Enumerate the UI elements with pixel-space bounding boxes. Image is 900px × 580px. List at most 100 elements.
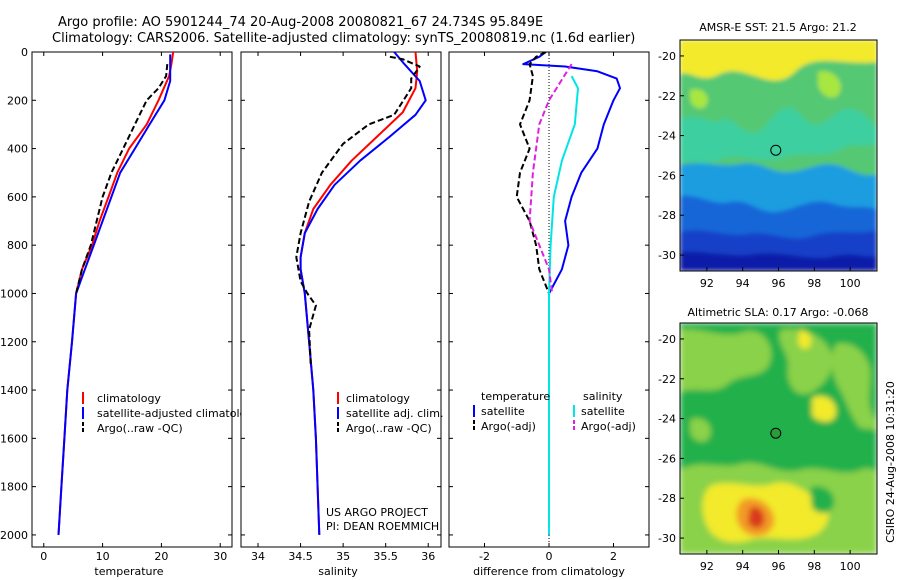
sla-map-field xyxy=(680,323,877,554)
x-tick-label: 34 xyxy=(251,550,265,563)
map-y-tick-label: -22 xyxy=(658,373,676,386)
temperature-legend: climatology satellite-adjusted climatolo… xyxy=(82,392,260,435)
temperature-panel: 0 200 400 600 800 1000 1200 1400 1600 1800 2000 0 1… xyxy=(0,46,260,578)
sst-map-field xyxy=(680,40,877,271)
salinity-series-lines xyxy=(295,52,427,535)
x-tick-label: 35.5 xyxy=(373,550,398,563)
sst-map-title: AMSR-E SST: 21.5 Argo: 21.2 xyxy=(699,21,857,34)
legend-heading-salinity: salinity xyxy=(583,390,623,403)
project-annotation-line1: US ARGO PROJECT xyxy=(326,506,428,519)
legend-label-temp-argo: Argo(-adj) xyxy=(481,420,536,433)
map-y-tick-label: -30 xyxy=(658,532,676,545)
legend-label-climatology: climatology xyxy=(346,392,410,405)
map-y-tick-label: -20 xyxy=(658,333,676,346)
series-line-temperature-satellite xyxy=(522,52,621,535)
sla-map-float-marker xyxy=(770,427,782,439)
map-x-tick-label: 100 xyxy=(840,277,861,290)
map-y-tick-label: -30 xyxy=(658,249,676,262)
salinity-legend: climatology satellite adj. clim. Argo(..… xyxy=(337,392,443,435)
temperature-plot-area xyxy=(31,51,233,548)
sla-map-y-ticks: -20 -22 -24 -26 -28 -30 xyxy=(658,333,684,545)
map-x-tick-label: 92 xyxy=(700,277,714,290)
map-y-tick-label: -24 xyxy=(658,130,676,143)
x-tick-label: 34.5 xyxy=(288,550,313,563)
map-y-tick-label: -20 xyxy=(658,50,676,63)
legend-label-argo: Argo(..raw -QC) xyxy=(97,422,183,435)
temperature-y-axis: 0 200 400 600 800 1000 1200 1400 1600 1800 2000 xyxy=(0,46,232,542)
map-y-tick-label: -28 xyxy=(658,209,676,222)
map-y-tick-label: -26 xyxy=(658,452,676,465)
x-tick-label: 30 xyxy=(213,550,227,563)
series-line-salinity-argo-adj xyxy=(528,63,573,294)
y-tick-label: 400 xyxy=(7,143,28,156)
y-tick-label: 0 xyxy=(21,46,28,59)
sla-map-title: Altimetric SLA: 0.17 Argo: -0.068 xyxy=(688,306,869,319)
x-tick-label: 10 xyxy=(96,550,110,563)
x-tick-label: 35 xyxy=(336,550,350,563)
legend-label-climatology: climatology xyxy=(97,392,161,405)
y-tick-label: 200 xyxy=(7,94,28,107)
legend-label-sal-argo: Argo(-adj) xyxy=(581,420,636,433)
legend-label-argo: Argo(..raw -QC) xyxy=(346,422,432,435)
x-tick-label: 2 xyxy=(610,550,617,563)
salinity-x-axis: 34 34.5 35 35.5 36 xyxy=(251,52,435,563)
legend-label-sal-satellite: satellite xyxy=(581,405,625,418)
series-line-salinity-satellite xyxy=(548,75,579,535)
x-tick-label: -2 xyxy=(479,550,490,563)
project-annotation-line2: PI: DEAN ROEMMICH xyxy=(326,520,439,533)
side-timestamp-label: CSIRO 24-Aug-2008 10:31:20 xyxy=(884,381,897,543)
sst-map-y-ticks: -20 -22 -24 -26 -28 -30 xyxy=(658,50,684,262)
salinity-xlabel: salinity xyxy=(318,565,358,578)
salinity-y-ticks xyxy=(241,51,441,536)
map-y-tick-label: -28 xyxy=(658,492,676,505)
y-tick-label: 1000 xyxy=(0,287,28,300)
y-tick-label: 1200 xyxy=(0,336,28,349)
sst-map-x-ticks: 92 94 96 98 100 xyxy=(700,267,861,290)
x-tick-label: 0 xyxy=(546,550,553,563)
figure-title-line1: Argo profile: AO 5901244_74 20-Aug-2008 … xyxy=(58,15,543,30)
difference-y-ticks xyxy=(449,51,649,536)
y-tick-label: 600 xyxy=(7,191,28,204)
series-line-temperature-argo-adj xyxy=(515,52,550,294)
map-x-tick-label: 94 xyxy=(736,277,750,290)
y-tick-label: 800 xyxy=(7,239,28,252)
map-x-tick-label: 94 xyxy=(736,560,750,573)
temperature-x-axis: 0 10 20 30 xyxy=(40,52,227,563)
legend-label-satellite: satellite-adjusted climatology xyxy=(97,407,260,420)
series-line-satellite-adj-clim xyxy=(299,52,427,535)
x-tick-label: 0 xyxy=(40,550,47,563)
map-x-tick-label: 100 xyxy=(840,560,861,573)
legend-label-satellite: satellite adj. clim. xyxy=(346,407,443,420)
sla-map-x-ticks: 92 94 96 98 100 xyxy=(700,550,861,573)
salinity-plot-area xyxy=(240,51,442,548)
x-tick-label: 36 xyxy=(421,550,435,563)
series-line-argo-raw-qc xyxy=(75,64,169,294)
y-tick-label: 1400 xyxy=(0,384,28,397)
map-x-tick-label: 98 xyxy=(807,560,821,573)
difference-panel: -2 0 2 difference from climatology tempera… xyxy=(448,51,650,578)
series-line-argo-raw-qc xyxy=(295,55,421,366)
difference-xlabel: difference from climatology xyxy=(473,565,625,578)
x-tick-label: 20 xyxy=(154,550,168,563)
map-x-tick-label: 96 xyxy=(772,277,786,290)
sla-map-panel: Altimetric SLA: 0.17 Argo: -0.068 -20 -22… xyxy=(658,306,878,573)
map-y-tick-label: -26 xyxy=(658,169,676,182)
y-tick-label: 1800 xyxy=(0,481,28,494)
temperature-series-lines xyxy=(57,52,175,535)
legend-label-temp-satellite: satellite xyxy=(481,405,525,418)
map-x-tick-label: 92 xyxy=(700,560,714,573)
sst-map-panel: AMSR-E SST: 21.5 Argo: 21.2 -20 -22 -24 -26… xyxy=(658,21,878,290)
difference-legend: temperature salinity satellite Argo(-adj… xyxy=(473,390,636,433)
map-y-tick-label: -24 xyxy=(658,413,676,426)
map-x-tick-label: 98 xyxy=(807,277,821,290)
y-tick-label: 2000 xyxy=(0,529,28,542)
map-x-tick-label: 96 xyxy=(772,560,786,573)
difference-series-lines xyxy=(515,52,621,535)
y-tick-label: 1600 xyxy=(0,432,28,445)
legend-heading-temperature: temperature xyxy=(481,390,550,403)
figure-title-line2: Climatology: CARS2006. Satellite-adjuste… xyxy=(52,31,635,46)
salinity-panel: 34 34.5 35 35.5 36 salinity climatology sate… xyxy=(240,51,443,578)
map-y-tick-label: -22 xyxy=(658,90,676,103)
series-line-satellite-adjusted-climatology xyxy=(57,54,172,535)
